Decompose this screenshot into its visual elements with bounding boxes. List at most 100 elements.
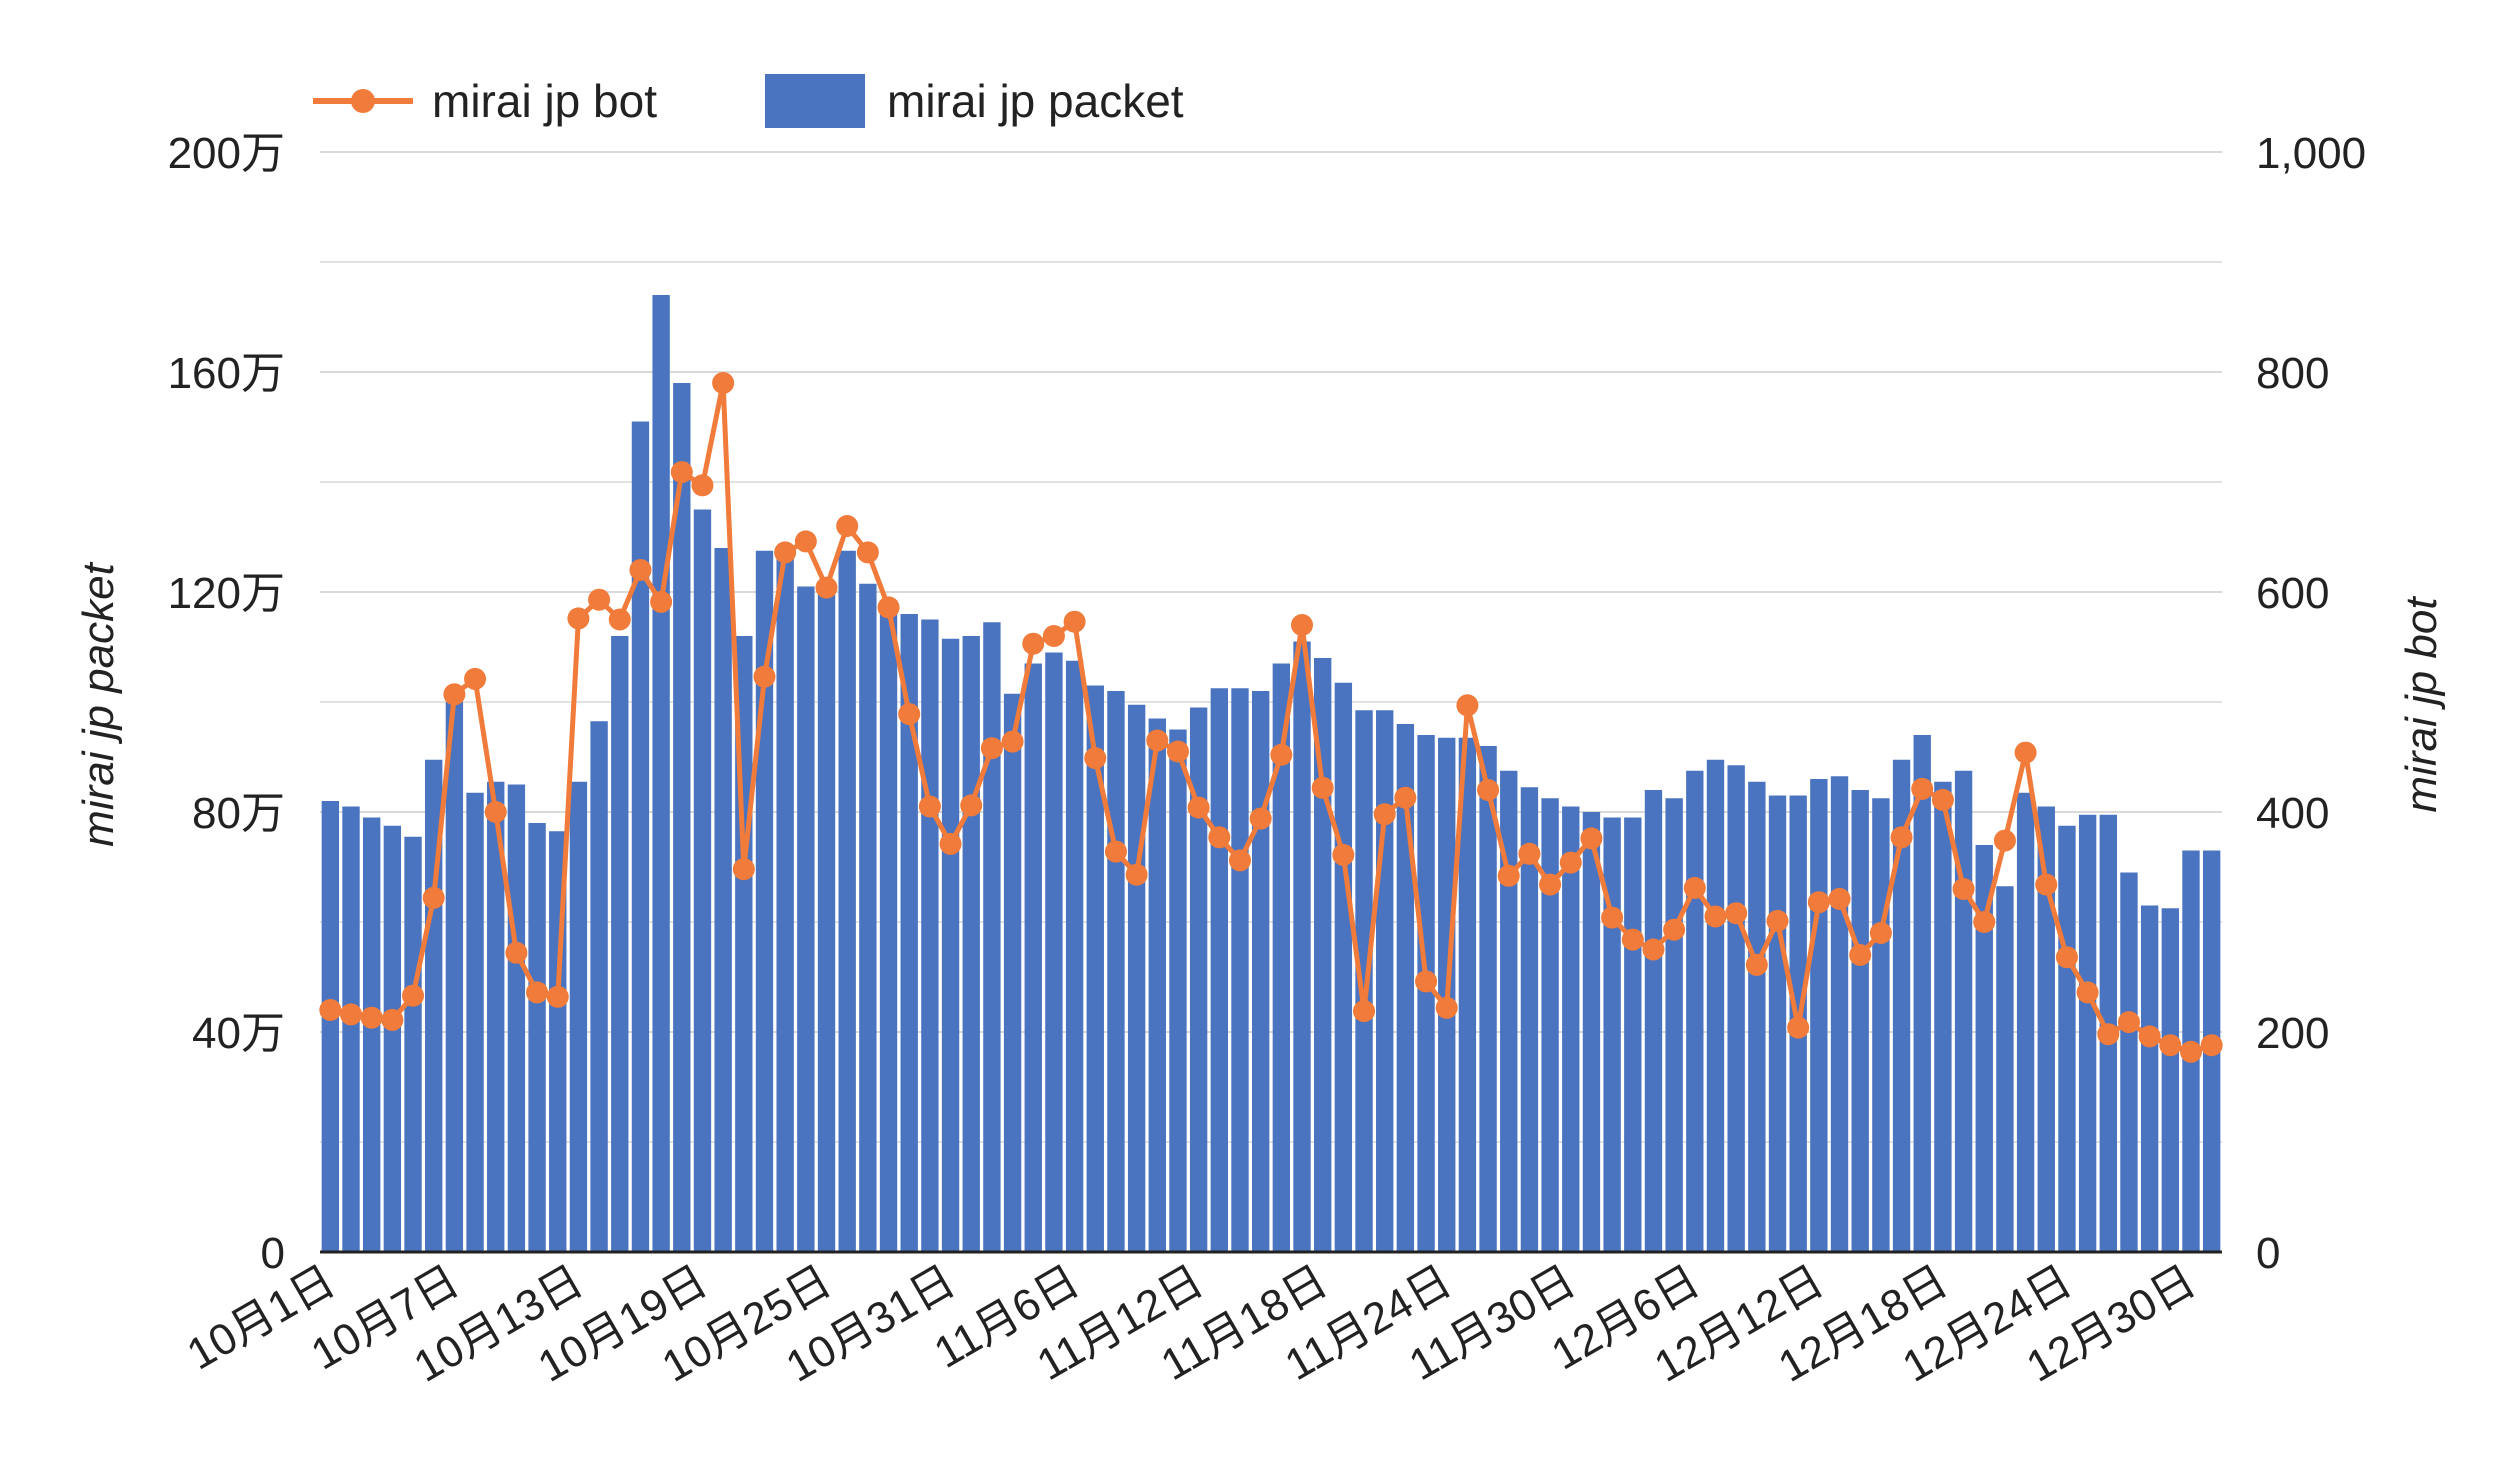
bot-point: [1456, 694, 1479, 717]
bot-point: [815, 576, 838, 599]
bot-point: [629, 559, 652, 581]
packet-bar: [652, 295, 670, 1252]
packet-bar: [941, 638, 960, 1252]
packet-bar: [1975, 845, 1993, 1252]
packet-bar: [507, 784, 526, 1252]
bot-point: [1766, 909, 1789, 932]
packet-bar: [1706, 759, 1725, 1252]
packet-bar: [817, 586, 836, 1252]
packet-bar: [1810, 779, 1828, 1252]
bot-point: [2179, 1040, 2202, 1063]
bot-point: [1063, 610, 1086, 633]
packet-bar: [1003, 693, 1022, 1252]
legend-packet-swatch: [765, 74, 865, 128]
packet-bar: [1148, 718, 1166, 1252]
bot-point: [1952, 878, 1975, 900]
packet-bar: [1127, 704, 1146, 1252]
packet-bar: [1727, 765, 1745, 1252]
packet-bar: [569, 781, 588, 1252]
bot-point: [608, 608, 631, 631]
bot-point: [1228, 849, 1251, 872]
bot-point: [2035, 873, 2058, 896]
bot-point: [877, 596, 900, 619]
legend-bot-swatch-marker: [351, 89, 375, 113]
bot-line-series: [319, 372, 2223, 1063]
bot-point: [2055, 946, 2078, 969]
packet-bar: [1830, 776, 1849, 1252]
bot-point: [1890, 826, 1913, 849]
packet-bar: [1851, 790, 1869, 1252]
packet-bar: [363, 817, 381, 1252]
packet-bar: [2058, 825, 2076, 1252]
bot-point: [1022, 632, 1045, 655]
bot-point: [1104, 840, 1127, 863]
packet-bar: [1996, 886, 2014, 1252]
bot-point: [1249, 807, 1272, 830]
bot-point: [2076, 981, 2099, 1004]
y-left-tick-label: 80万: [192, 789, 285, 838]
bot-point: [464, 667, 487, 690]
bot-point: [2014, 741, 2037, 764]
y-left-axis-title: mirai jp packet: [74, 561, 123, 846]
packet-bar: [1479, 746, 1497, 1252]
legend-item-packet[interactable]: mirai jp packet: [765, 74, 1184, 128]
packet-bar: [528, 823, 546, 1252]
bot-point: [1332, 843, 1355, 866]
legend-item-bot[interactable]: mirai jp bot: [313, 75, 657, 127]
packet-bar: [2078, 814, 2097, 1252]
bot-point: [1166, 740, 1189, 763]
packet-bar: [1024, 663, 1042, 1252]
bot-point: [546, 985, 569, 1008]
y-left-tick-label: 120万: [168, 569, 285, 618]
packet-bar: [755, 550, 774, 1252]
bot-point: [1580, 827, 1603, 850]
bot-point: [402, 984, 425, 1007]
bot-point: [732, 858, 755, 881]
bot-point: [1187, 796, 1210, 819]
bot-point: [1849, 944, 1872, 966]
bot-point: [422, 886, 445, 909]
bot-point: [774, 541, 797, 564]
y-right-tick-label: 800: [2256, 349, 2329, 398]
packet-bar: [983, 622, 1001, 1252]
y-right-tick-label: 1,000: [2256, 129, 2366, 178]
packet-bar: [1872, 798, 1890, 1252]
packet-bar: [1417, 735, 1435, 1252]
bot-point: [1373, 803, 1396, 826]
packet-bar: [1107, 691, 1125, 1252]
packet-bar: [2161, 908, 2179, 1252]
packet-bar: [1272, 663, 1291, 1252]
bot-point: [753, 665, 776, 688]
packet-bar: [1934, 781, 1952, 1252]
bot-point: [567, 607, 590, 630]
bot-point: [1270, 743, 1293, 766]
bot-point: [1745, 953, 1768, 976]
packet-bar: [1169, 729, 1187, 1252]
bot-point: [1621, 928, 1644, 951]
packet-bar: [1665, 798, 1683, 1252]
bot-point: [1353, 1000, 1376, 1023]
packet-bar: [1355, 710, 1373, 1252]
packet-bar: [859, 583, 877, 1252]
packet-bars: [321, 295, 2221, 1252]
bot-point: [1931, 788, 1954, 811]
packet-bar: [776, 556, 794, 1252]
legend: mirai jp bot mirai jp packet: [313, 74, 1184, 128]
bot-point: [1828, 887, 1851, 910]
bot-point: [1084, 747, 1107, 770]
packet-bar: [466, 792, 484, 1252]
bot-point: [960, 794, 983, 817]
bot-point: [2097, 1023, 2120, 1046]
bot-point: [1601, 906, 1624, 929]
packet-bar: [1210, 688, 1228, 1252]
packet-bar: [879, 600, 898, 1252]
bot-point: [670, 461, 693, 484]
bot-point: [1807, 891, 1830, 914]
packet-bar: [1231, 688, 1249, 1252]
bot-point: [1146, 729, 1169, 752]
packet-bar: [962, 636, 980, 1252]
bot-point: [443, 683, 466, 706]
packet-bar: [1768, 795, 1787, 1252]
packet-bar: [445, 702, 464, 1252]
